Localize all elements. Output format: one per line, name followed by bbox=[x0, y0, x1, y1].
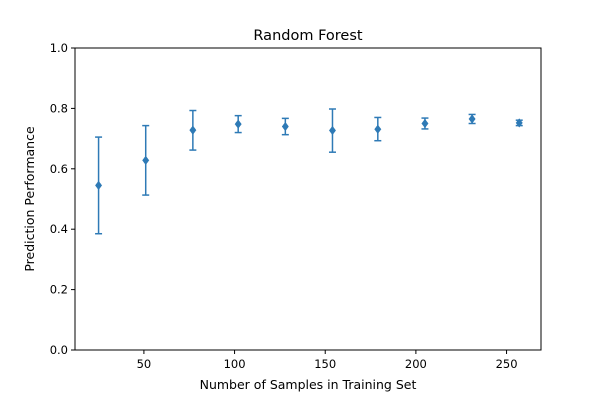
data-point bbox=[421, 118, 429, 129]
y-axis-label: Prediction Performance bbox=[22, 126, 37, 272]
plot-area: 50 100 150 200 250 0.0 0.2 0.4 0.6 0.8 1.0 bbox=[50, 41, 523, 371]
data-point bbox=[468, 114, 476, 124]
x-tick-label: 50 bbox=[137, 357, 152, 371]
y-tick-label: 0.6 bbox=[50, 162, 68, 176]
data-point bbox=[281, 121, 289, 132]
x-tick-label: 200 bbox=[405, 357, 427, 371]
x-tick-label: 250 bbox=[496, 357, 518, 371]
x-axis-label: Number of Samples in Training Set bbox=[200, 377, 417, 392]
data-point bbox=[234, 119, 242, 129]
data-point bbox=[95, 180, 103, 191]
x-tick-label: 150 bbox=[314, 357, 336, 371]
data-point bbox=[189, 125, 197, 135]
x-tick-label: 100 bbox=[224, 357, 246, 371]
data-point bbox=[515, 118, 523, 128]
y-tick-label: 0.0 bbox=[50, 343, 68, 357]
data-point bbox=[142, 155, 150, 166]
data-point bbox=[374, 124, 382, 134]
y-tick-label: 0.4 bbox=[50, 222, 68, 236]
data-point bbox=[328, 125, 336, 136]
chart-title: Random Forest bbox=[253, 28, 362, 44]
plot-frame bbox=[74, 47, 542, 351]
y-tick-label: 1.0 bbox=[50, 41, 68, 55]
y-tick-label: 0.2 bbox=[50, 283, 68, 297]
y-tick-label: 0.8 bbox=[50, 101, 68, 115]
